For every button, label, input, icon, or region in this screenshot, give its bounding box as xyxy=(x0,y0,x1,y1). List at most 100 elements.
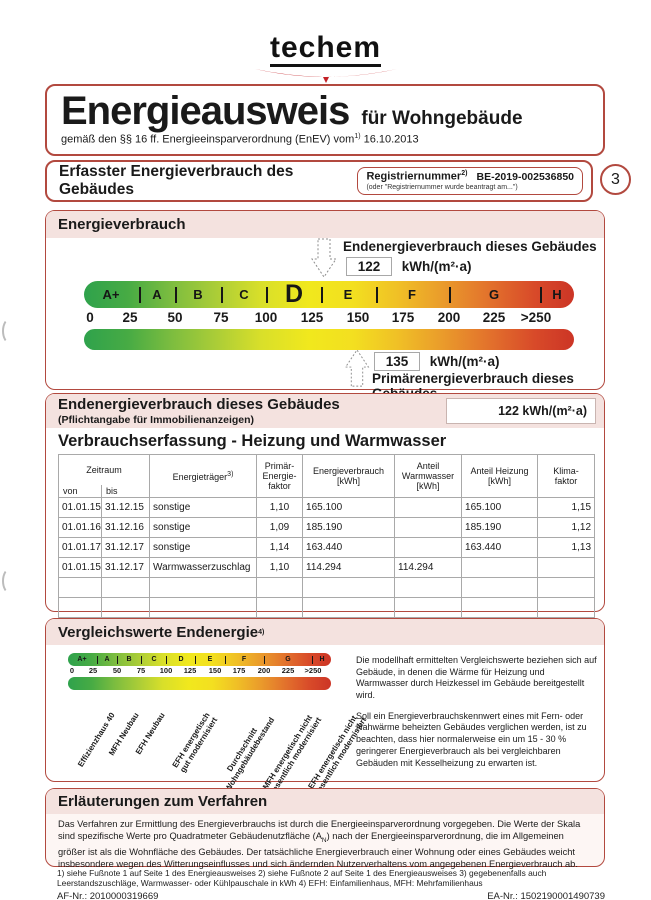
techem-logo: techem xyxy=(0,32,651,84)
footnote-line: 1) siehe Fußnote 1 auf Seite 1 des Energ… xyxy=(57,868,547,878)
scale-tick: 125 xyxy=(300,310,324,325)
scale-separator xyxy=(266,287,268,303)
cell-primaerfaktor: 1,10 xyxy=(256,557,304,578)
primary-energy-value: 135 xyxy=(374,352,420,371)
explanation-body: Das Verfahren zur Ermittlung des Energie… xyxy=(46,814,604,875)
cell-anteil-warmwasser: 114.294 xyxy=(394,557,463,578)
comparison-box: Vergleichswerte Endenergie 4) A+ A B C D … xyxy=(45,618,605,798)
registration-box: Registriernummer2) BE-2019-002536850 (od… xyxy=(357,167,583,195)
page-subtitle: für Wohngebäude xyxy=(361,108,523,129)
scale-tick: >250 xyxy=(304,666,322,675)
scale-separator xyxy=(449,287,451,303)
punch-hole-mark xyxy=(2,318,18,344)
comparison-paragraph: Soll ein Energieverbrauchskennwert eines… xyxy=(356,710,587,768)
scale-separator xyxy=(166,656,167,664)
cell-anteil-warmwasser xyxy=(394,497,463,518)
cell-von: 01.01.17 xyxy=(58,537,102,558)
comparison-tick-row: 0 25 50 75 100 125 150 175 200 225 >250 xyxy=(68,666,331,676)
comparison-content: A+ A B C D E F G H xyxy=(46,645,604,798)
table-row: 01.01.17 31.12.17 sonstige 1,14 163.440 … xyxy=(58,537,596,558)
comparison-label: Effizienzhaus 40 xyxy=(76,711,117,769)
cell-von: 01.01.16 xyxy=(58,517,102,538)
cell-energieverbrauch: 163.440 xyxy=(302,537,396,558)
cell-anteil-heizung: 163.440 xyxy=(461,537,539,558)
class-letter: A xyxy=(104,656,110,663)
cell-anteil-heizung xyxy=(461,557,539,578)
cell-energieverbrauch: 114.294 xyxy=(302,557,396,578)
scale-separator xyxy=(117,656,118,664)
scale-tick: 0 xyxy=(69,666,75,675)
registration-note: (oder "Registriernummer wurde beantragt … xyxy=(366,183,518,191)
col-header-anteil-warmwasser: Anteil Warmwasser [kWh] xyxy=(394,454,463,498)
section-header-box: Erfasster Energieverbrauch des Gebäudes … xyxy=(45,160,593,202)
col-header-text: Energieträger xyxy=(172,471,228,482)
scale-tick-row: 0 25 50 75 100 125 150 175 200 225 >250 xyxy=(84,310,574,327)
ea-number: EA-Nr.: 1502190001490739 xyxy=(487,890,605,900)
end-energy-value: 122 xyxy=(346,257,392,276)
class-letter: B xyxy=(193,287,203,302)
registration-label: Registriernummer xyxy=(366,170,462,183)
cell-bis: 31.12.15 xyxy=(100,497,151,518)
class-letter-highlighted: D xyxy=(284,280,304,308)
table-row-empty xyxy=(58,597,596,618)
af-number: AF-Nr.: 2010000319669 xyxy=(57,890,159,900)
comparison-text: Die modellhaft ermittelten Vergleichswer… xyxy=(356,655,598,778)
cell-von: 01.01.15 xyxy=(58,557,102,578)
class-letter: F xyxy=(241,656,247,663)
gradient-bar xyxy=(84,329,574,350)
scale-separator xyxy=(225,656,226,664)
cell-klimafaktor: 1,13 xyxy=(537,537,596,558)
cell-energieverbrauch: 165.100 xyxy=(302,497,396,518)
class-letter: A xyxy=(152,287,162,302)
col-header-bis: bis xyxy=(100,484,151,498)
scale-tick: 225 xyxy=(281,666,295,675)
col-header-von: von xyxy=(58,484,102,498)
scale-separator xyxy=(97,656,98,664)
cell-primaerfaktor: 1,10 xyxy=(256,497,304,518)
scale-tick: 225 xyxy=(482,310,506,325)
explanation-text: Das Verfahren zur Ermittlung des Energie… xyxy=(58,819,581,842)
scale-tick: 25 xyxy=(88,666,98,675)
cell-anteil-warmwasser xyxy=(394,517,463,538)
scale-tick: 125 xyxy=(183,666,197,675)
class-letter: H xyxy=(552,287,562,302)
scale-separator xyxy=(195,656,196,664)
col-header-energietraeger: Energieträger3) xyxy=(149,454,258,498)
energy-consumption-box: Energieverbrauch Endenergieverbrauch die… xyxy=(45,210,605,401)
scale-separator xyxy=(221,287,223,303)
footnote-marker: 4) xyxy=(258,628,265,636)
table-row: 01.01.16 31.12.16 sonstige 1,09 185.190 … xyxy=(58,517,596,538)
footnote-line: Leerstandszuschläge, Warmwasser- oder Kü… xyxy=(57,877,483,888)
scale-tick: 175 xyxy=(391,310,415,325)
comparison-gradient-bar xyxy=(68,677,331,690)
class-letter: A+ xyxy=(102,287,120,302)
cell-energietraeger: sonstige xyxy=(149,537,258,558)
consumption-box: Endenergieverbrauch dieses Gebäudes (Pfl… xyxy=(45,393,605,618)
cell-bis: 31.12.17 xyxy=(100,557,151,578)
cell-anteil-heizung: 185.190 xyxy=(461,517,539,538)
primary-energy-value-row: 135 kWh/(m²·a) xyxy=(374,352,500,371)
title-box: Energieausweis für Wohngebäude gemäß den… xyxy=(45,84,605,156)
comparison-class-band: A+ A B C D E F G H xyxy=(68,653,331,666)
cell-energietraeger: sonstige xyxy=(149,517,258,538)
arrow-up-icon xyxy=(344,349,370,387)
col-header-primaerfaktor: Primär- Energie- faktor xyxy=(256,454,304,498)
scale-tick: 200 xyxy=(257,666,271,675)
comparison-paragraph: Die modellhaft ermittelten Vergleichswer… xyxy=(356,655,597,701)
cell-primaerfaktor: 1,09 xyxy=(256,517,304,538)
class-letter: C xyxy=(239,287,249,302)
scale-tick: 0 xyxy=(86,310,94,325)
class-letter: G xyxy=(488,287,500,302)
comparison-label: EFH energetisch gut modernisiert xyxy=(170,711,220,775)
table-row-empty xyxy=(58,577,596,598)
cell-primaerfaktor: 1,14 xyxy=(256,537,304,558)
punch-hole-mark xyxy=(2,568,18,594)
energy-scale-area: Endenergieverbrauch dieses Gebäudes 122 … xyxy=(46,238,604,401)
comparison-scale: A+ A B C D E F G H xyxy=(68,653,331,690)
primary-energy-unit: kWh/(m²·a) xyxy=(429,354,500,369)
col-header-anteil-heizung: Anteil Heizung [kWh] xyxy=(461,454,539,498)
col-header-energieverbrauch: Energieverbrauch [kWh] xyxy=(302,454,396,498)
class-letter: D xyxy=(178,656,184,663)
scale-separator xyxy=(141,656,142,664)
